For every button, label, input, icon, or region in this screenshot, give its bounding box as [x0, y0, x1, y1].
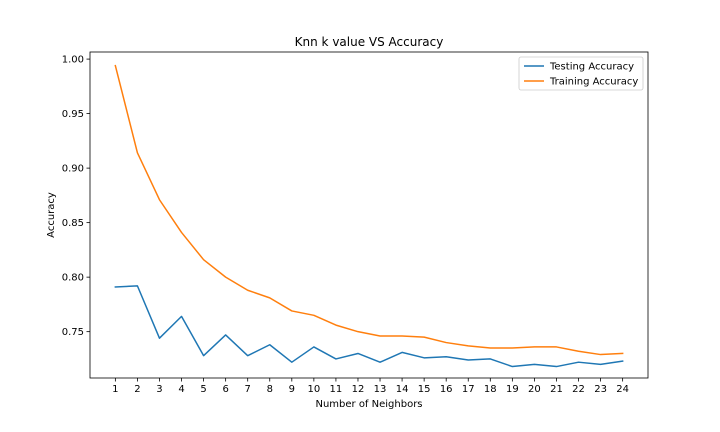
data-point-training-accuracy-20	[533, 346, 535, 348]
y-tick-label-6: 1.00	[62, 55, 84, 66]
legend-label-testing: Testing Accuracy	[549, 62, 634, 73]
data-point-testing-accuracy-11	[335, 358, 337, 360]
data-point-testing-accuracy-22	[577, 361, 579, 363]
y-tick-label-5: 0.95	[62, 109, 84, 120]
chart-title: Knn k value VS Accuracy	[295, 35, 444, 49]
data-point-testing-accuracy-7	[246, 354, 248, 356]
data-point-testing-accuracy-20	[533, 363, 535, 365]
x-tick-label-12: 12	[352, 384, 365, 395]
data-point-training-accuracy-15	[423, 336, 425, 338]
data-point-training-accuracy-9	[291, 310, 293, 312]
legend-label-training: Training Accuracy	[549, 77, 638, 88]
x-tick-label-11: 11	[330, 384, 343, 395]
data-point-training-accuracy-8	[269, 297, 271, 299]
data-point-testing-accuracy-14	[401, 351, 403, 353]
data-point-training-accuracy-13	[379, 335, 381, 337]
x-tick-label-24: 24	[616, 384, 629, 395]
y-tick-label-2: 0.80	[62, 273, 84, 284]
x-tick-label-18: 18	[484, 384, 497, 395]
x-tick-label-20: 20	[528, 384, 541, 395]
legend-frame	[518, 56, 644, 91]
x-axis: 1 2 3 4 5 6 7 8 9 10 11 12 13 14 15 16 17 18 19 20 21 22 23 24	[112, 378, 629, 395]
x-tick-label-14: 14	[396, 384, 409, 395]
data-point-training-accuracy-2	[136, 152, 138, 154]
x-tick-label-16: 16	[440, 384, 453, 395]
data-point-training-accuracy-6	[224, 276, 226, 278]
data-point-testing-accuracy-17	[467, 359, 469, 361]
x-axis-label: Number of Neighbors	[315, 399, 422, 410]
data-point-training-accuracy-16	[445, 341, 447, 343]
x-tick-label-17: 17	[462, 384, 475, 395]
data-point-testing-accuracy-15	[423, 357, 425, 359]
x-tick-label-1: 1	[112, 384, 118, 395]
y-tick-label-4: 0.90	[62, 164, 84, 175]
x-tick-label-15: 15	[418, 384, 431, 395]
x-tick-label-10: 10	[307, 384, 320, 395]
data-point-training-accuracy-12	[357, 330, 359, 332]
x-tick-label-23: 23	[594, 384, 607, 395]
data-point-testing-accuracy-16	[445, 356, 447, 358]
data-point-testing-accuracy-24	[621, 360, 623, 362]
data-point-training-accuracy-22	[577, 350, 579, 352]
data-point-training-accuracy-14	[401, 335, 403, 337]
data-point-testing-accuracy-23	[599, 363, 601, 365]
data-point-testing-accuracy-10	[313, 346, 315, 348]
y-tick-label-1: 0.75	[62, 327, 84, 338]
data-point-training-accuracy-10	[313, 314, 315, 316]
data-point-testing-accuracy-8	[269, 344, 271, 346]
x-tick-label-13: 13	[374, 384, 387, 395]
data-point-testing-accuracy-4	[180, 315, 182, 317]
plot-area	[89, 51, 649, 379]
x-tick-label-9: 9	[289, 384, 295, 395]
data-point-training-accuracy-17	[467, 345, 469, 347]
x-tick-label-4: 4	[178, 384, 184, 395]
data-point-training-accuracy-23	[599, 353, 601, 355]
x-tick-label-2: 2	[134, 384, 140, 395]
data-point-testing-accuracy-21	[555, 365, 557, 367]
data-point-testing-accuracy-19	[511, 365, 513, 367]
data-point-training-accuracy-3	[158, 199, 160, 201]
x-tick-label-3: 3	[156, 384, 162, 395]
series-layer	[114, 64, 624, 368]
x-tick-label-22: 22	[572, 384, 585, 395]
plot-frame	[89, 51, 649, 379]
data-point-training-accuracy-11	[335, 324, 337, 326]
legend: Testing Accuracy Training Accuracy	[518, 56, 644, 91]
data-point-testing-accuracy-5	[202, 354, 204, 356]
x-tick-label-8: 8	[267, 384, 273, 395]
data-point-testing-accuracy-9	[291, 361, 293, 363]
data-point-training-accuracy-21	[555, 346, 557, 348]
data-point-training-accuracy-19	[511, 347, 513, 349]
y-axis: 0.75 0.80 0.85 0.90 0.95 1.00	[62, 55, 90, 338]
x-tick-label-7: 7	[245, 384, 251, 395]
x-tick-label-6: 6	[222, 384, 228, 395]
plot-background	[90, 52, 648, 378]
y-axis-label: Accuracy	[46, 192, 57, 238]
data-point-training-accuracy-4	[180, 231, 182, 233]
data-point-testing-accuracy-6	[224, 334, 226, 336]
data-point-training-accuracy-7	[246, 289, 248, 291]
series-line-training-accuracy	[114, 64, 624, 356]
x-tick-label-19: 19	[506, 384, 519, 395]
data-point-training-accuracy-1	[114, 64, 116, 66]
data-point-testing-accuracy-18	[489, 358, 491, 360]
series-line-testing-accuracy	[114, 285, 624, 368]
data-point-testing-accuracy-1	[114, 286, 116, 288]
data-point-testing-accuracy-2	[136, 285, 138, 287]
data-point-training-accuracy-18	[489, 347, 491, 349]
x-tick-label-5: 5	[200, 384, 206, 395]
data-point-training-accuracy-5	[202, 259, 204, 261]
y-tick-label-3: 0.85	[62, 218, 84, 229]
data-point-testing-accuracy-3	[158, 337, 160, 339]
data-point-training-accuracy-24	[621, 352, 623, 354]
x-tick-label-21: 21	[550, 384, 563, 395]
data-point-testing-accuracy-12	[357, 352, 359, 354]
data-point-testing-accuracy-13	[379, 361, 381, 363]
